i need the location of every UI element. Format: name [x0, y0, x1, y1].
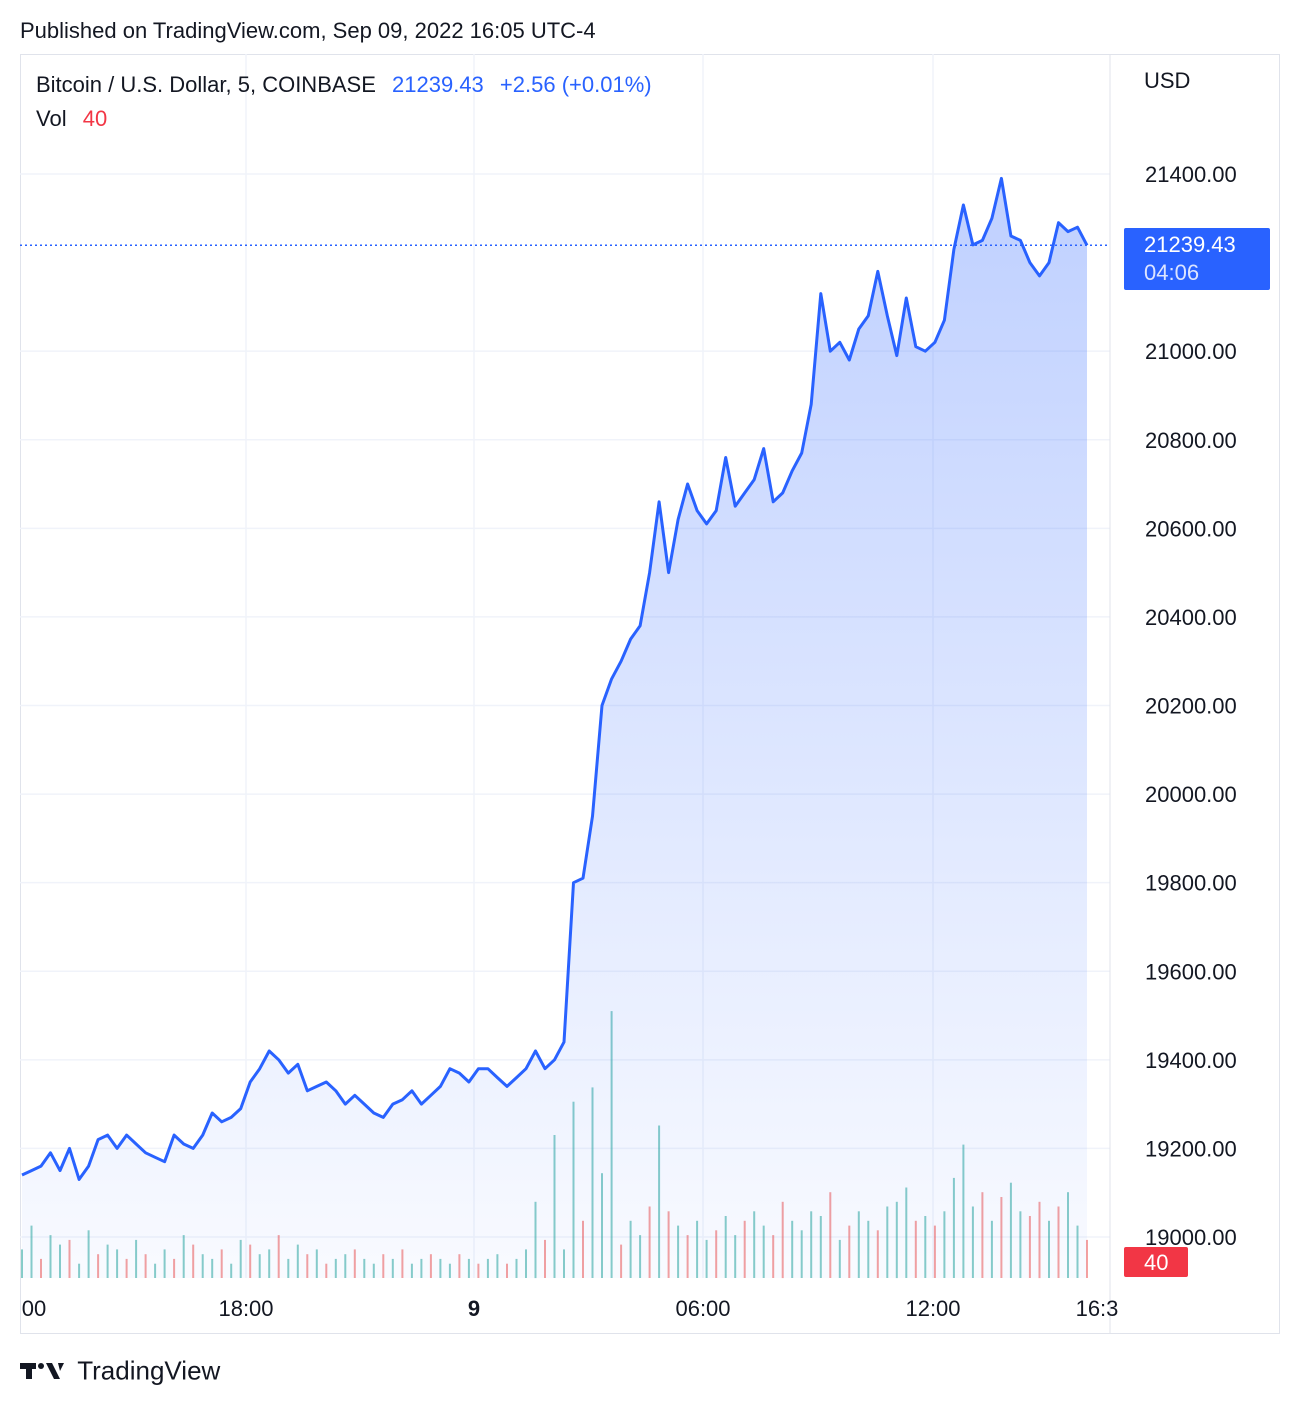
currency-label[interactable]: USD: [1144, 68, 1191, 93]
volume-tag: 40: [1124, 1247, 1188, 1277]
price-tick-label: 20000.00: [1145, 782, 1237, 807]
price-line: [20, 176, 1110, 1181]
price-tick-label: 21000.00: [1145, 339, 1237, 364]
price-tick-label: 20400.00: [1145, 605, 1237, 630]
time-tick-label: 06:00: [675, 1296, 730, 1321]
symbol-title[interactable]: Bitcoin / U.S. Dollar, 5, COINBASE: [36, 72, 376, 97]
price-tick-label: 19800.00: [1145, 871, 1237, 896]
price-area-fill: [22, 178, 1087, 1278]
volume-tag-value: 40: [1144, 1250, 1169, 1275]
time-tick-label: 16:3: [1076, 1296, 1119, 1321]
price-change: +2.56 (+0.01%): [499, 72, 652, 97]
price-tick-label: 20200.00: [1145, 694, 1237, 719]
published-caption: Published on TradingView.com, Sep 09, 20…: [20, 18, 596, 43]
time-tick-label: 18:00: [218, 1296, 273, 1321]
volume-value: 40: [82, 106, 108, 131]
price-tick-label: 19600.00: [1145, 959, 1237, 984]
tradingview-logo[interactable]: TradingView: [20, 1354, 220, 1387]
time-tick-label: 12:00: [905, 1296, 960, 1321]
bar-countdown: 04:06: [1144, 260, 1200, 285]
price-tick-label: 20800.00: [1145, 428, 1237, 453]
symbol-legend: Bitcoin / U.S. Dollar, 5, COINBASE 21239…: [36, 72, 652, 98]
price-tick-label: 20600.00: [1145, 516, 1237, 541]
time-tick-label: 00: [22, 1296, 46, 1321]
price-tick-label: 21400.00: [1145, 162, 1237, 187]
price-axis-labels: 21400.00 21000.00 20800.00 20600.00 20400.00…: [1145, 162, 1237, 1250]
price-tick-label: 19000.00: [1145, 1225, 1237, 1250]
price-tick-label: 19400.00: [1145, 1048, 1237, 1073]
time-tick-label: 9: [468, 1296, 480, 1321]
time-axis-labels: 00 18:00 9 06:00 12:00 16:3: [22, 1296, 1119, 1321]
tradingview-logo-icon: [20, 1363, 64, 1380]
current-price-value: 21239.43: [1144, 232, 1236, 257]
volume-label[interactable]: Vol: [36, 106, 67, 131]
price-tick-label: 19200.00: [1145, 1136, 1237, 1161]
volume-legend: Vol 40: [36, 106, 107, 132]
last-price: 21239.43: [392, 72, 484, 97]
chart-panel[interactable]: [20, 54, 1280, 1334]
price-area: [22, 178, 1087, 1278]
current-price-tag: 21239.43 04:06: [1124, 228, 1270, 290]
price-series-line: [21, 176, 1089, 1181]
brand-name: TradingView: [77, 1355, 221, 1386]
